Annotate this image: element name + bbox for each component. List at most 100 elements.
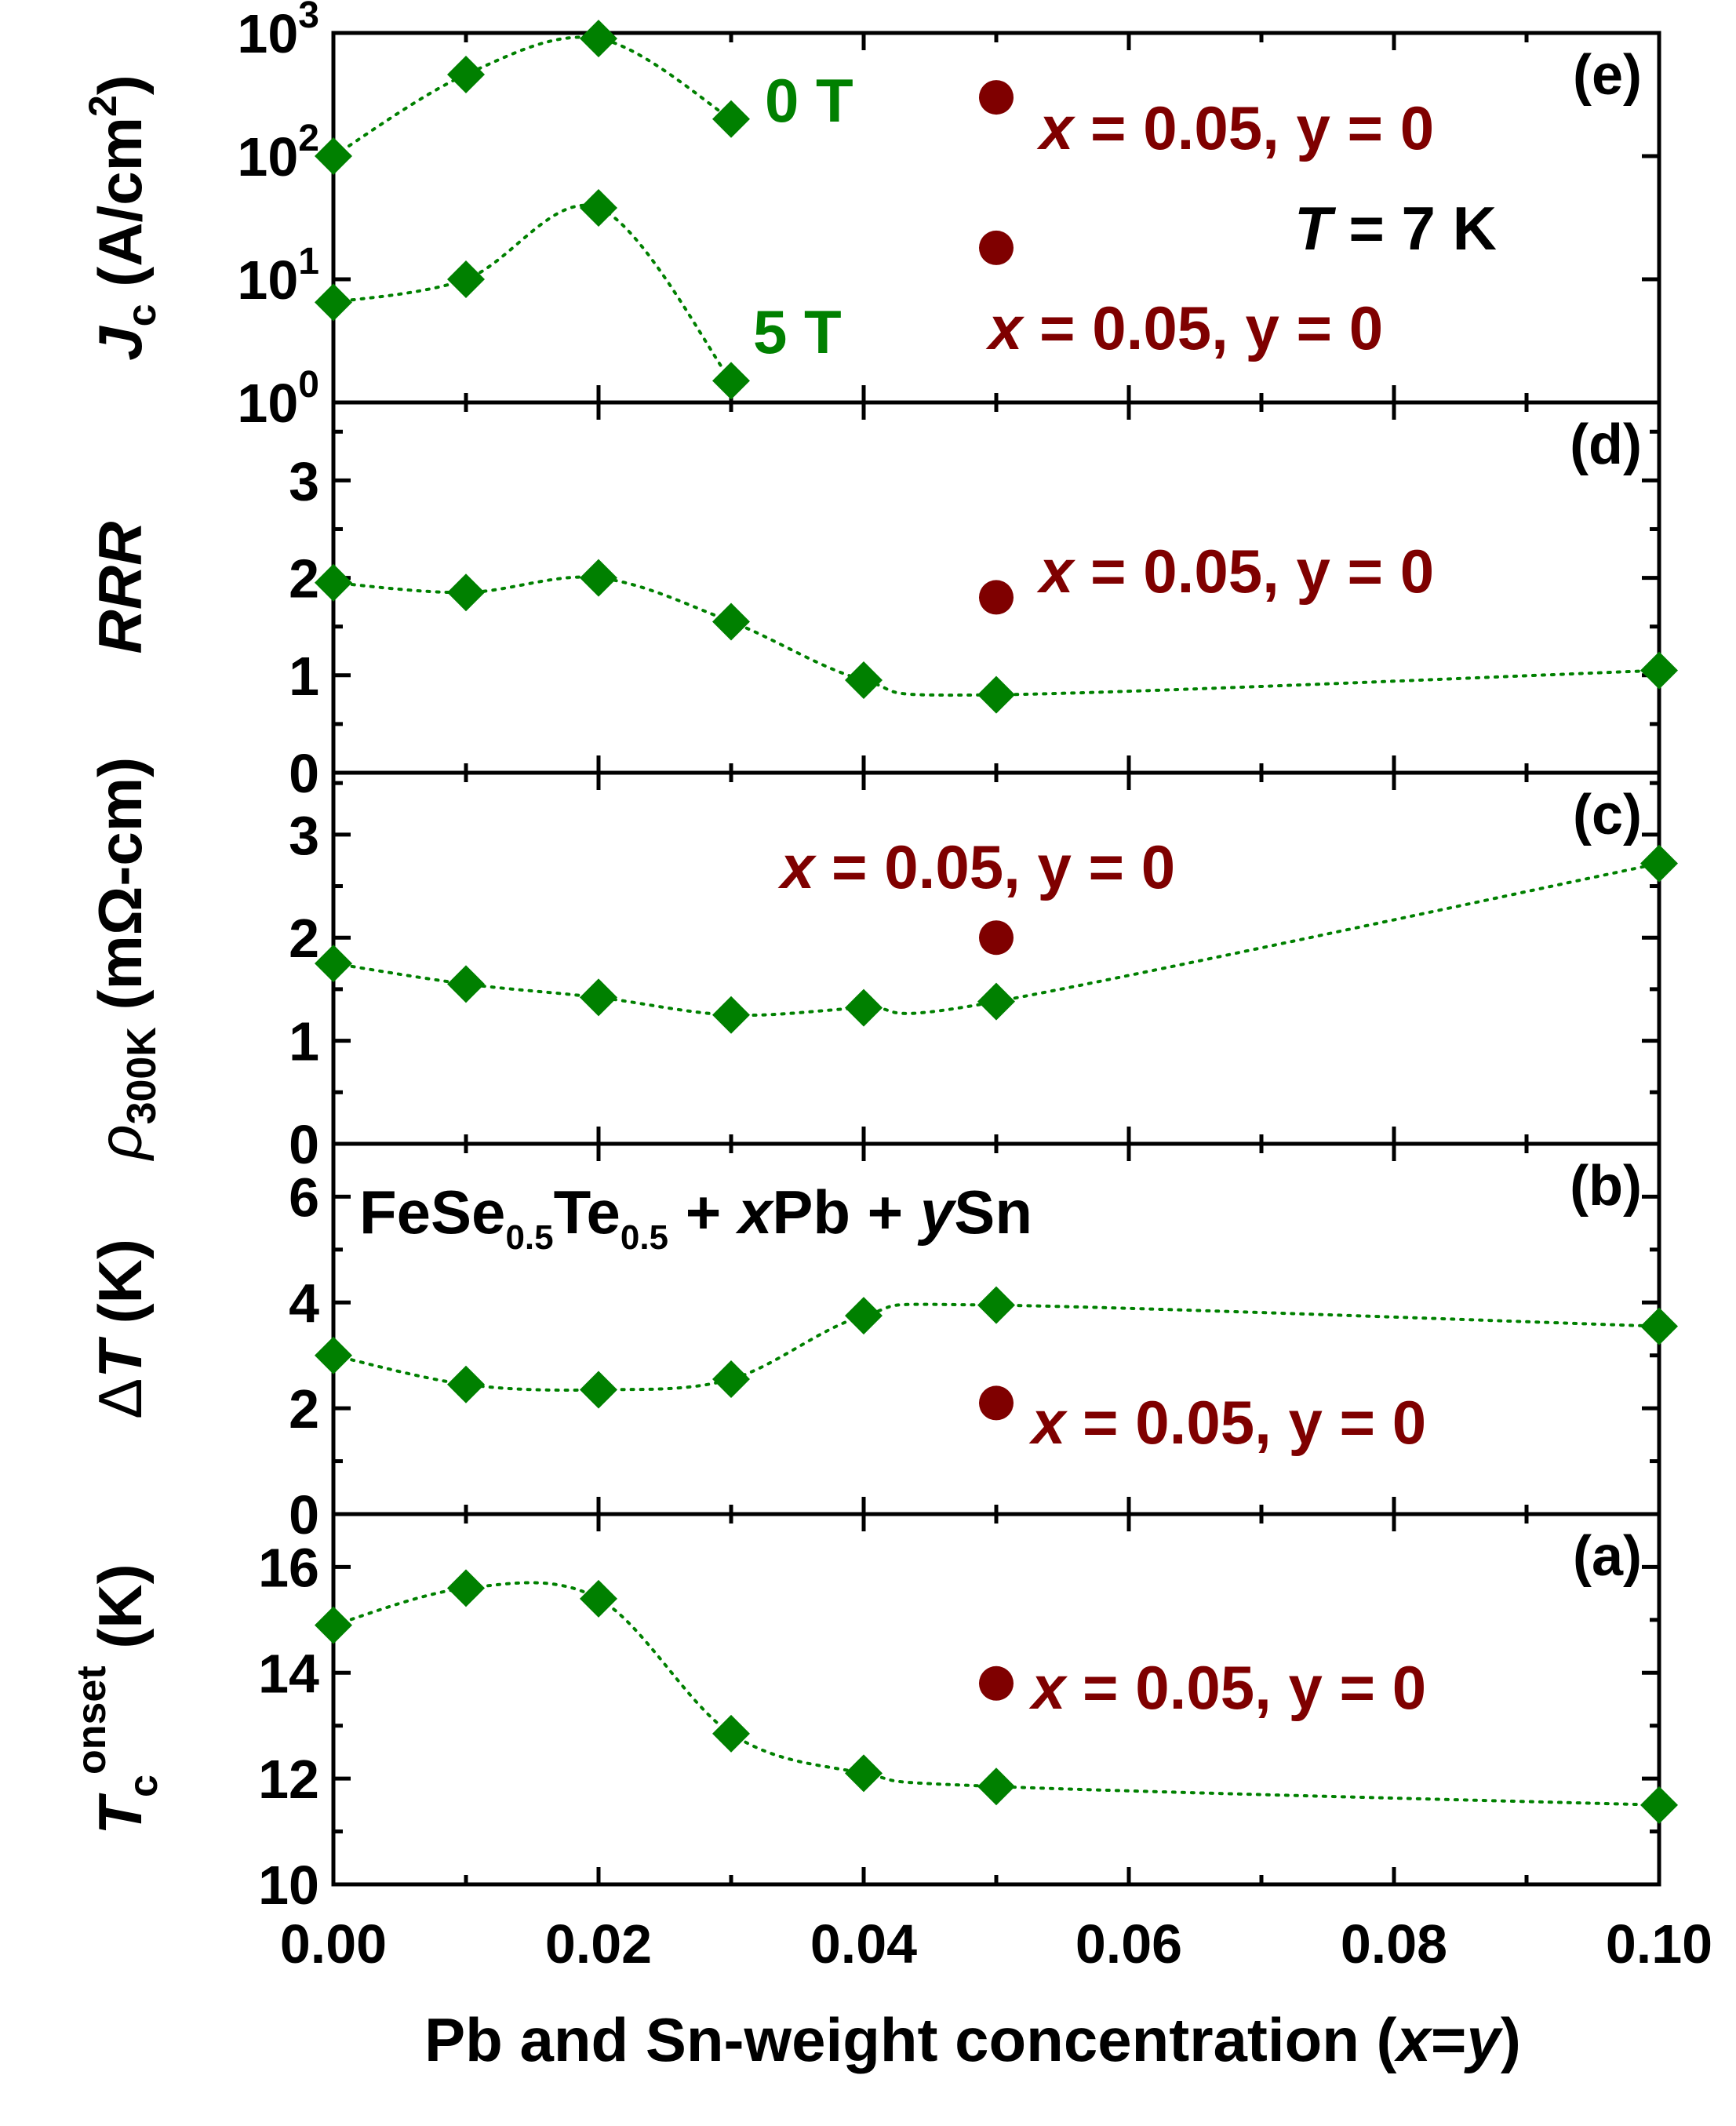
x-tick-label: 0.08: [1341, 1913, 1447, 1975]
panel-b-y-tick-label: 6: [289, 1167, 319, 1228]
dotted-guide-curves: [332, 35, 1661, 1807]
x-axis-label: Pb and Sn-weight concentration (x=y): [424, 2005, 1521, 2074]
panel-a-data-point: [845, 1754, 883, 1793]
panel-b-y-tick-label: 0: [289, 1484, 319, 1545]
panel-a-curve-0: [332, 1581, 1661, 1807]
panel-c-y-axis-label: ρ300K (mΩ-cm): [86, 757, 165, 1161]
panel-e-data-point: [712, 362, 750, 400]
panel-b-data-point: [1640, 1307, 1678, 1345]
panel-e-y-axis-label: Jc (A/cm2): [81, 75, 165, 361]
panel-e-reference-label: x = 0.05, y = 0: [985, 293, 1383, 362]
panel-d-data-point: [315, 563, 352, 602]
panel-e-data-point: [447, 55, 485, 93]
panel-e-letter: (e): [1573, 44, 1642, 107]
panel-e-data-point: [315, 283, 352, 322]
panel-b-y-axis-label: ΔT (K): [86, 1239, 155, 1419]
panel-a-y-tick-label: 10: [258, 1855, 319, 1916]
panel-a-letter: (a): [1573, 1525, 1642, 1588]
panel-e-data-point: [447, 260, 485, 298]
panel-b-data-point: [315, 1336, 352, 1374]
panel-e-curve-1: [332, 203, 733, 383]
panel-e-y-tick-label: 100: [237, 364, 319, 434]
panel-c-letter: (c): [1573, 784, 1642, 846]
panel-b-y-tick-label: 2: [289, 1378, 319, 1440]
panel-a-data-point: [1640, 1786, 1678, 1824]
panel-a-data-point: [712, 1714, 750, 1753]
panel-e-reference-label: x = 0.05, y = 0: [1036, 93, 1434, 162]
panel-b-reference-label: x = 0.05, y = 0: [1028, 1388, 1426, 1457]
panel-c-data-point: [315, 945, 352, 983]
axis-ticks: [331, 31, 1661, 1887]
x-tick-label: 0.02: [545, 1913, 652, 1975]
panel-e-data-point: [580, 20, 617, 58]
panel-d-reference-point: [979, 580, 1014, 615]
panel-c-data-point: [712, 996, 750, 1034]
panel-b-data-point: [580, 1371, 617, 1409]
panel-e-data-point: [580, 188, 617, 227]
panel-c-reference-label: x = 0.05, y = 0: [777, 832, 1175, 901]
panel-e-reference-point: [979, 80, 1014, 115]
panel-e-curve-0: [332, 35, 733, 158]
panel-d-data-point: [977, 675, 1015, 714]
panel-b-data-point: [447, 1365, 485, 1403]
panel-a-y-tick-label: 12: [258, 1749, 319, 1810]
panel-d-reference-label: x = 0.05, y = 0: [1036, 537, 1434, 606]
series-label-0T: 0 T: [765, 66, 853, 135]
panel-a-data-point: [977, 1767, 1015, 1806]
temperature-annotation: T = 7 K: [1294, 194, 1497, 263]
panel-c-data-point: [447, 965, 485, 1003]
panel-c-curve-0: [332, 861, 1661, 1017]
panel-c-data-point: [1640, 844, 1678, 883]
panel-e-y-tick-label: 101: [237, 241, 319, 311]
panel-d-data-point: [845, 661, 883, 699]
x-tick-label: 0.04: [810, 1913, 917, 1975]
panel-b-reference-point: [979, 1385, 1014, 1421]
panel-c-y-tick-label: 0: [289, 1114, 319, 1175]
panel-e-data-point: [712, 100, 750, 138]
panel-b-y-tick-label: 4: [289, 1272, 319, 1334]
panel-e-y-tick-label: 103: [237, 0, 319, 64]
panel-d-y-tick-label: 2: [289, 548, 319, 610]
x-tick-label: 0.00: [280, 1913, 387, 1975]
panel-a-reference-point: [979, 1665, 1014, 1701]
panel-d-y-axis-label: RRR: [86, 522, 155, 654]
panel-d-data-point: [712, 602, 750, 641]
panel-c-data-point: [580, 978, 617, 1017]
panel-d-letter: (d): [1570, 413, 1642, 476]
panel-d-y-tick-label: 1: [289, 646, 319, 707]
x-tick-label: 0.10: [1606, 1913, 1712, 1975]
panel-d-data-point: [447, 573, 485, 612]
panel-b-data-point: [845, 1297, 883, 1335]
panel-a-data-point: [447, 1569, 485, 1607]
panel-d-data-point: [580, 559, 617, 597]
composition-formula: FeSe0.5Te0.5 + xPb + ySn: [359, 1178, 1032, 1257]
panel-e-y-tick-label: 102: [237, 118, 319, 187]
panel-c-data-point: [977, 982, 1015, 1021]
panel-e-data-point: [315, 137, 352, 175]
data-marks: [315, 20, 1678, 1824]
panel-d-curve-0: [332, 575, 1661, 697]
panel-b-curve-0: [332, 1302, 1661, 1392]
panel-b-data-point: [712, 1360, 750, 1399]
panel-c-data-point: [845, 988, 883, 1027]
panel-d-data-point: [1640, 651, 1678, 690]
panel-e-reference-point: [979, 230, 1014, 265]
panel-c-reference-point: [979, 920, 1014, 956]
panel-d-y-tick-label: 3: [289, 450, 319, 511]
x-tick-label: 0.06: [1075, 1913, 1182, 1975]
panel-c-y-tick-label: 2: [289, 908, 319, 969]
panel-c-y-tick-label: 1: [289, 1011, 319, 1072]
panel-d-y-tick-label: 0: [289, 743, 319, 804]
panel-c-y-tick-label: 3: [289, 805, 319, 866]
panel-a-data-point: [580, 1579, 617, 1618]
panel-a-y-axis-label: Tconset (K): [69, 1564, 166, 1834]
panel-b-data-point: [977, 1286, 1015, 1324]
panel-a-y-tick-label: 16: [258, 1537, 319, 1598]
series-label-5T: 5 T: [753, 297, 842, 366]
panel-a-data-point: [315, 1606, 352, 1644]
panel-c-frame: [331, 770, 1661, 1146]
panel-b-letter: (b): [1570, 1155, 1642, 1218]
panel-a-reference-label: x = 0.05, y = 0: [1028, 1653, 1426, 1722]
